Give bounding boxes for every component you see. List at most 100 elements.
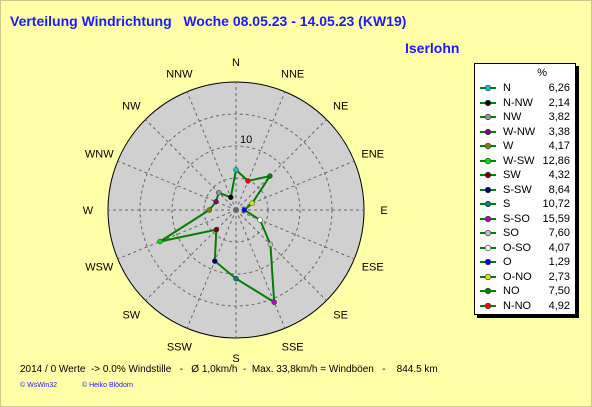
direction-label-wsw: WSW [85,262,114,274]
legend-label: O-NO [503,270,532,283]
direction-label-s: S [232,353,239,365]
legend-item: NO 7,50 [475,284,575,299]
data-point-nne [245,178,251,184]
direction-label-sw: SW [122,310,140,322]
legend-value: 7,60 [548,227,570,239]
direction-label-sse: SSE [282,342,304,354]
legend-label: NW [503,111,522,123]
data-point-sw [213,226,220,233]
legend-marker [480,99,496,106]
legend-label: N-NW [503,96,533,109]
legend-label: S-SW [503,183,532,196]
footer-stats: 2014 / 0 Werte -> 0.0% Windstille - Ø 1,… [20,364,438,375]
direction-label-n: N [232,57,240,69]
legend-marker [480,229,496,237]
legend-value: 12,86 [542,154,570,167]
legend: % N 6,26 N-NW 2,14 NW 3,82 W-NW 3,38 W 4,17 W-SW 12… [474,63,576,315]
legend-item: SO 7,60 [475,226,575,241]
data-point-ese [257,217,263,223]
legend-value: 3,82 [548,111,570,123]
legend-value: 3,38 [548,125,570,138]
legend-value: 2,14 [548,96,570,109]
legend-marker [480,142,496,150]
legend-marker [480,215,496,222]
legend-value: 4,17 [548,140,570,152]
legend-value: 15,59 [542,212,570,225]
legend-item: O 1,29 [475,255,575,270]
data-point-ne [267,173,273,179]
direction-label-wnw: WNW [85,148,114,160]
legend-item: N 6,26 [475,81,575,96]
copyright-author: © Heiko Blödorn [82,382,134,389]
data-point-sse [271,299,277,305]
legend-value: 2,73 [548,270,570,283]
data-point-nnw [228,194,234,201]
legend-value: 4,32 [548,169,570,181]
legend-item: O-SO 4,07 [475,241,575,256]
legend-value: 4,92 [548,299,570,312]
direction-label-ne: NE [333,100,348,112]
data-point-wsw [157,238,163,245]
legend-marker [480,273,496,280]
legend-value: 4,07 [548,241,570,254]
legend-label: W-NW [503,125,536,138]
legend-value: 8,64 [548,183,570,196]
legend-label: SW [503,169,521,181]
legend-item: S-SO 15,59 [475,212,575,227]
data-point-n [233,167,239,173]
data-point-ene [249,200,255,207]
data-point-wnw [213,198,219,205]
legend-item: W 4,17 [475,139,575,154]
legend-label: N-NO [503,299,532,312]
direction-label-nnw: NNW [166,68,193,80]
data-point-e [241,207,248,213]
direction-label-nw: NW [122,100,141,112]
legend-label: SO [503,227,519,239]
legend-marker [480,113,496,121]
data-point-se [267,241,274,248]
legend-value: 1,29 [548,256,570,268]
legend-label: NO [503,285,520,297]
legend-item: S 10,72 [475,197,575,212]
legend-marker [480,287,496,295]
legend-value: 6,26 [548,82,570,94]
legend-value: 10,72 [542,198,570,210]
legend-marker [480,186,496,193]
data-point-nw [215,189,222,196]
legend-item: W-NW 3,38 [475,125,575,140]
data-point-s [233,275,239,282]
copyright-wswin: © WsWin32 [20,382,58,389]
legend-marker [480,84,496,92]
legend-item: N-NW 2,14 [475,96,575,111]
direction-label-se: SE [333,310,348,322]
legend-item: NW 3,82 [475,110,575,125]
legend-header: % [537,67,547,79]
legend-marker [480,244,496,251]
direction-label-ese: ESE [362,262,384,274]
legend-item: N-NO 4,92 [475,299,575,314]
legend-label: W-SW [503,154,535,167]
legend-label: N [503,82,511,94]
legend-label: S [503,198,511,210]
legend-label: S-SO [503,212,530,225]
legend-marker [480,200,496,208]
data-point-ssw [212,258,218,264]
legend-item: S-SW 8,64 [475,183,575,198]
direction-label-ssw: SSW [167,342,193,354]
direction-label-nne: NNE [281,68,304,80]
legend-value: 7,50 [548,285,570,297]
legend-item: W-SW 12,86 [475,154,575,169]
legend-marker [480,171,496,179]
direction-label-ene: ENE [361,148,384,160]
direction-label-e: E [380,205,387,217]
legend-item: O-NO 2,73 [475,270,575,285]
direction-label-w: W [83,205,94,217]
legend-item: SW 4,32 [475,168,575,183]
legend-label: O-SO [503,241,532,254]
grid-ring-2 [171,145,301,275]
legend-marker [480,128,496,135]
legend-marker [480,302,496,309]
location-label: Iserlohn [405,40,460,56]
legend-label: O [503,256,512,268]
